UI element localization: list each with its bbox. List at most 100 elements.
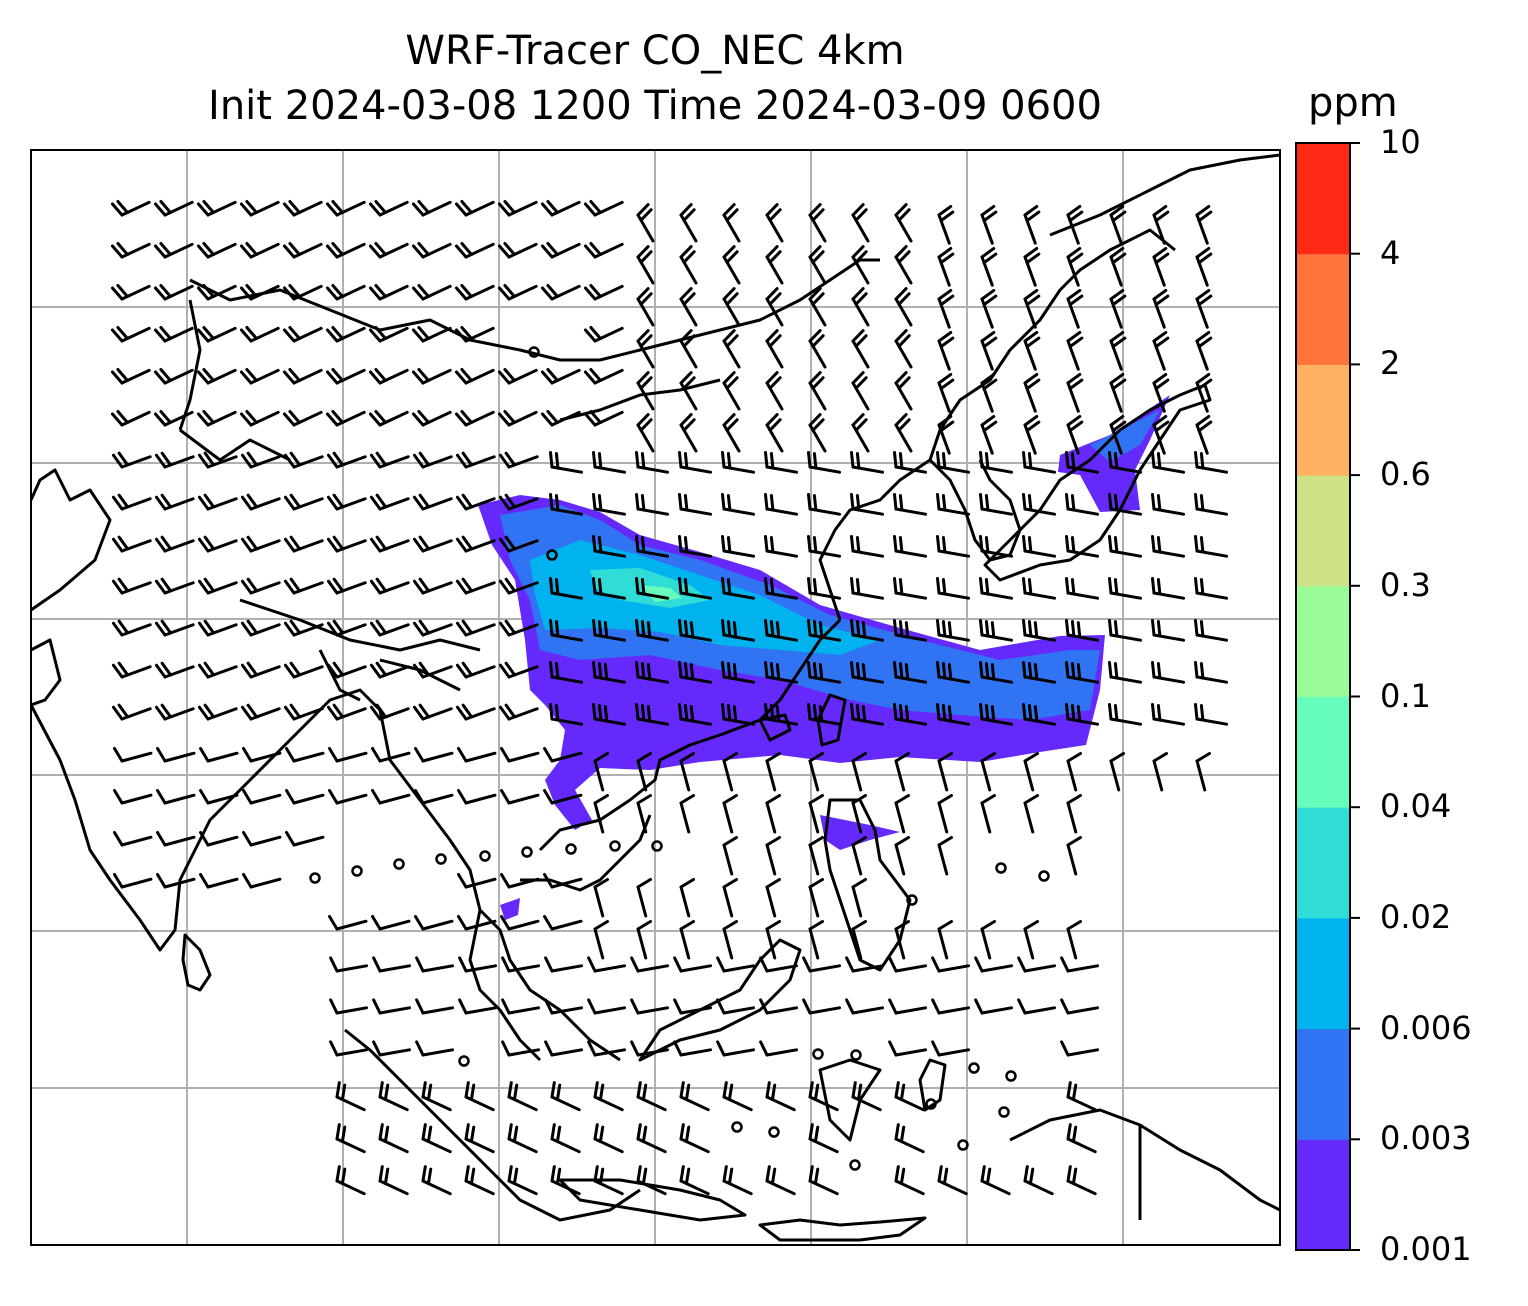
wind-barb-feather — [242, 789, 253, 805]
wind-barb-feather — [411, 202, 425, 217]
wind-barb-feather — [980, 414, 996, 427]
wind-barb-feather — [1197, 210, 1213, 223]
wind-barb-feather — [808, 878, 824, 889]
wind-barb-feather — [689, 705, 695, 723]
wind-barb-feather — [111, 579, 124, 595]
wind-barb-feather — [732, 621, 738, 639]
wind-barb-feather — [289, 661, 302, 677]
wind-barb-feather — [811, 334, 825, 348]
wind-barb-feather — [372, 956, 382, 973]
wind-barb-shaft — [421, 793, 454, 805]
wind-barb-feather — [720, 493, 726, 511]
wind-barb-feather — [985, 1167, 992, 1186]
wind-barb-feather — [855, 578, 861, 596]
wind-barb-feather — [720, 661, 726, 679]
wind-barb-feather — [856, 1083, 863, 1102]
wind-barb-shaft — [1023, 1006, 1057, 1015]
wind-barb-feather — [1109, 330, 1125, 343]
wind-barb-feather — [375, 661, 388, 677]
wind-barb-feather — [335, 1081, 341, 1099]
wind-barb-feather — [1156, 662, 1162, 680]
coast-borneo — [638, 938, 802, 1062]
wind-barb-feather — [512, 1125, 519, 1144]
wind-barb-feather — [583, 370, 597, 385]
wind-barb-feather — [673, 998, 683, 1015]
wind-barb-feather — [543, 873, 554, 889]
wind-barb-shaft — [894, 759, 906, 792]
wind-barb-feather — [153, 202, 167, 217]
wind-barb-feather — [460, 241, 473, 256]
coast-srilanka — [181, 933, 212, 992]
wind-barb-feather — [888, 956, 898, 973]
wind-barb-feather — [498, 537, 511, 553]
wind-barb-feather — [1068, 252, 1084, 265]
calm-wind-circle — [1038, 870, 1050, 882]
wind-barb-feather — [897, 376, 911, 390]
wind-barb-feather — [245, 241, 258, 256]
wind-barb-feather — [1199, 704, 1205, 722]
wind-barb-feather — [369, 663, 382, 679]
wind-barb-feather — [554, 620, 560, 638]
wind-barb-feather — [1068, 210, 1084, 223]
wind-barb-feather — [984, 620, 990, 638]
wind-barb-feather — [455, 705, 468, 721]
wind-barb-shaft — [292, 751, 325, 763]
wind-barb-feather — [504, 451, 517, 467]
wind-barb-feather — [982, 336, 998, 349]
wind-barb-feather — [288, 409, 301, 424]
wind-barb-feather — [1066, 1165, 1072, 1183]
wind-barb-feather — [679, 371, 693, 385]
wind-barb-feather — [160, 451, 173, 467]
wind-barb-feather — [199, 747, 210, 763]
wind-barb-feather — [1017, 998, 1027, 1015]
wind-barb-shaft — [507, 751, 540, 763]
wind-barb-shaft — [163, 877, 196, 889]
wind-barb-feather — [808, 794, 824, 805]
wind-barb-feather — [1111, 378, 1127, 391]
wind-barb-feather — [372, 998, 382, 1015]
wind-barb-shaft — [550, 877, 583, 889]
wind-barb-feather — [116, 199, 129, 214]
wind-barb-feather — [501, 1040, 511, 1057]
wind-barb-shaft — [507, 919, 540, 931]
wind-barb-feather — [554, 578, 560, 596]
wind-barb-shaft — [1023, 759, 1035, 792]
wind-barb-feather — [374, 283, 387, 298]
wind-barb-feather — [154, 705, 167, 721]
wind-barb-feather — [1197, 378, 1213, 391]
wind-barb-shaft — [507, 964, 541, 973]
wind-barb-feather — [935, 535, 941, 553]
wind-barb-feather — [464, 1165, 470, 1183]
wind-barb-feather — [598, 1167, 605, 1186]
wind-barb-feather — [1152, 752, 1168, 763]
wind-barb-shaft — [1023, 964, 1057, 973]
wind-barb-feather — [245, 283, 258, 298]
wind-barb-feather — [1071, 1167, 1078, 1186]
colorbar-segment — [1296, 696, 1350, 808]
wind-barb-feather — [897, 208, 911, 222]
wind-barb-shaft — [378, 793, 411, 805]
wind-barb-feather — [455, 579, 468, 595]
wind-barb-feather — [160, 535, 173, 551]
wind-barb-feather — [546, 199, 559, 214]
wind-barb-shaft — [765, 843, 777, 876]
wind-barb-feather — [634, 577, 640, 595]
wind-barb-feather — [383, 1083, 390, 1102]
wind-barb-feather — [849, 577, 855, 595]
wind-barb-feather — [455, 453, 468, 469]
calm-wind-circle — [925, 1098, 937, 1110]
wind-barb-shaft — [593, 885, 605, 918]
wind-barb-feather — [113, 873, 124, 889]
wind-barb-feather — [1111, 294, 1127, 307]
wind-barb-shaft — [507, 1006, 541, 1015]
wind-barb-feather — [861, 705, 867, 723]
wind-barb-feather — [461, 493, 474, 509]
wind-barb-feather — [639, 418, 653, 432]
wind-barb-feather — [722, 371, 736, 385]
wind-barb-feather — [160, 619, 173, 635]
wind-barb-feather — [634, 661, 640, 679]
wind-barb-feather — [937, 288, 953, 301]
wind-barb-feather — [335, 1165, 341, 1183]
wind-barb-feather — [1113, 620, 1119, 638]
wind-barb-shaft — [636, 759, 648, 792]
